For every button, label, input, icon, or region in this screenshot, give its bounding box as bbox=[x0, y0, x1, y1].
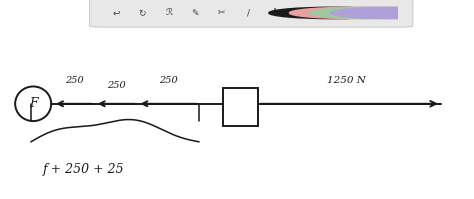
Text: ✂: ✂ bbox=[218, 8, 226, 18]
Text: 1250 N: 1250 N bbox=[327, 76, 365, 85]
Text: ℛ: ℛ bbox=[165, 8, 173, 18]
Text: f + 250 + 25: f + 250 + 25 bbox=[43, 163, 124, 176]
Circle shape bbox=[290, 7, 419, 19]
Bar bbox=[223, 88, 258, 126]
Text: F: F bbox=[29, 97, 37, 110]
FancyBboxPatch shape bbox=[90, 0, 413, 27]
Text: ✎: ✎ bbox=[191, 8, 199, 18]
Circle shape bbox=[310, 7, 439, 19]
Text: 250: 250 bbox=[159, 76, 178, 85]
Text: ⬜: ⬜ bbox=[299, 8, 304, 18]
Text: /: / bbox=[247, 8, 250, 18]
Circle shape bbox=[269, 7, 398, 19]
Text: A: A bbox=[272, 8, 278, 18]
Text: 250: 250 bbox=[65, 76, 84, 85]
Text: 250: 250 bbox=[107, 81, 126, 90]
Text: ↩: ↩ bbox=[112, 8, 120, 18]
Text: ↻: ↻ bbox=[139, 8, 146, 18]
Circle shape bbox=[330, 7, 460, 19]
